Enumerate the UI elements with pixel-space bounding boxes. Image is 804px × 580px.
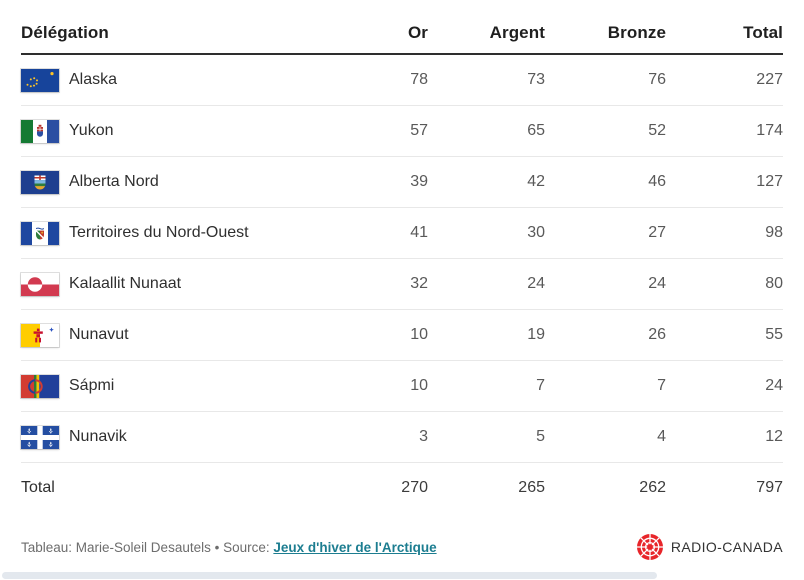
table-row: Territoires du Nord-Ouest 41 30 27 98: [21, 208, 783, 259]
delegation-name: Nunavik: [69, 428, 127, 445]
silver-value: 24: [527, 275, 545, 292]
gold-value: 78: [410, 71, 428, 88]
table-total-row: Total 270 265 262 797: [21, 462, 783, 513]
total-bronze-value: 262: [639, 479, 666, 496]
table-row: Kalaallit Nunaat 32 24 24 80: [21, 259, 783, 310]
col-header-bronze: Bronze: [607, 23, 666, 42]
silver-value: 42: [527, 173, 545, 190]
total-value: 24: [765, 377, 783, 394]
source-link[interactable]: Jeux d'hiver de l'Arctique: [273, 539, 437, 555]
table-body: Alaska 78 73 76 227 Yukon 57 65 52 174: [21, 55, 783, 462]
silver-value: 5: [536, 428, 545, 445]
silver-value: 7: [536, 377, 545, 394]
col-header-total: Total: [743, 23, 783, 42]
total-value: 55: [765, 326, 783, 343]
total-value: 80: [765, 275, 783, 292]
medal-table: Délégation Or Argent Bronze Total Alaska…: [21, 0, 783, 513]
silver-value: 65: [527, 122, 545, 139]
total-gold-value: 270: [401, 479, 428, 496]
total-value: 174: [756, 122, 783, 139]
delegation-flag-icon: [21, 425, 59, 449]
bronze-value: 4: [657, 428, 666, 445]
delegation-name: Kalaallit Nunaat: [69, 275, 182, 292]
horizontal-scrollbar-thumb[interactable]: [2, 572, 657, 579]
bronze-value: 27: [648, 224, 666, 241]
col-header-delegation: Délégation: [21, 23, 109, 42]
total-silver-value: 265: [518, 479, 545, 496]
delegation-flag-icon: [21, 323, 59, 347]
table-row: Alberta Nord 39 42 46 127: [21, 157, 783, 208]
gold-value: 57: [410, 122, 428, 139]
bronze-value: 76: [648, 71, 666, 88]
gold-value: 10: [410, 377, 428, 394]
col-header-silver: Argent: [489, 23, 545, 42]
credit-text: Tableau: Marie-Soleil Desautels • Source…: [21, 539, 274, 555]
delegation-flag-icon: [21, 272, 59, 296]
bronze-value: 24: [648, 275, 666, 292]
gold-value: 39: [410, 173, 428, 190]
radio-canada-gem-icon: [636, 534, 663, 560]
silver-value: 30: [527, 224, 545, 241]
total-value: 227: [756, 71, 783, 88]
col-header-gold: Or: [407, 23, 428, 42]
total-value: 12: [765, 428, 783, 445]
delegation-flag-icon: [21, 170, 59, 194]
total-row-label: Total: [21, 479, 55, 496]
bronze-value: 46: [648, 173, 666, 190]
delegation-flag-icon: [21, 119, 59, 143]
delegation-name: Alaska: [69, 71, 118, 88]
table-row: Sápmi 10 7 7 24: [21, 361, 783, 412]
bronze-value: 52: [648, 122, 666, 139]
credit-line: Tableau: Marie-Soleil Desautels • Source…: [21, 540, 437, 555]
delegation-name: Nunavut: [69, 326, 129, 343]
table-row: Alaska 78 73 76 227: [21, 55, 783, 106]
gold-value: 41: [410, 224, 428, 241]
delegation-flag-icon: [21, 374, 59, 398]
delegation-name: Yukon: [69, 122, 114, 139]
total-total-value: 797: [756, 479, 783, 496]
bronze-value: 26: [648, 326, 666, 343]
gold-value: 10: [410, 326, 428, 343]
delegation-flag-icon: [21, 221, 59, 245]
delegation-flag-icon: [21, 68, 59, 92]
radio-canada-logo: RADIO-CANADA: [636, 533, 783, 561]
table-row: Nunavut 10 19 26 55: [21, 310, 783, 361]
silver-value: 19: [527, 326, 545, 343]
gold-value: 32: [410, 275, 428, 292]
table-header-row: Délégation Or Argent Bronze Total: [21, 0, 783, 55]
table-footer: Tableau: Marie-Soleil Desautels • Source…: [21, 533, 783, 561]
silver-value: 73: [527, 71, 545, 88]
total-value: 127: [756, 173, 783, 190]
total-value: 98: [765, 224, 783, 241]
table-row: Nunavik 3 5 4 12: [21, 412, 783, 462]
delegation-name: Alberta Nord: [69, 173, 159, 190]
table-row: Yukon 57 65 52 174: [21, 106, 783, 157]
gold-value: 3: [419, 428, 428, 445]
bronze-value: 7: [657, 377, 666, 394]
delegation-name: Territoires du Nord-Ouest: [69, 224, 249, 241]
radio-canada-wordmark: RADIO-CANADA: [670, 539, 783, 555]
delegation-name: Sápmi: [69, 377, 115, 394]
